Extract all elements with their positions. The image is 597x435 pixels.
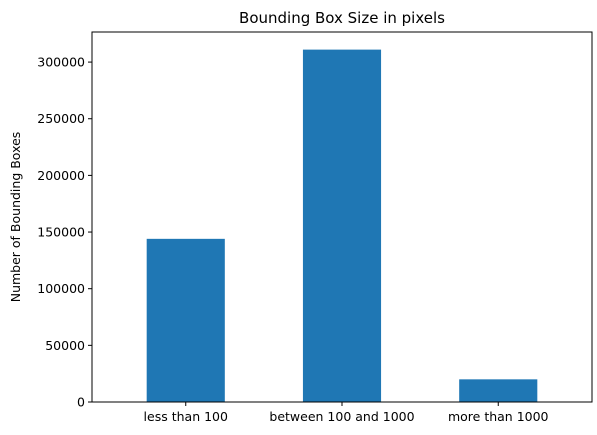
y-tick-label: 50000 bbox=[45, 338, 85, 353]
chart-title: Bounding Box Size in pixels bbox=[239, 9, 445, 27]
bar-0 bbox=[146, 238, 225, 402]
y-tick-label: 250000 bbox=[37, 111, 85, 126]
bar-1 bbox=[302, 49, 382, 402]
bar-2 bbox=[459, 379, 538, 402]
y-tick-label: 300000 bbox=[37, 55, 85, 70]
x-tick-label: between 100 and 1000 bbox=[269, 409, 414, 424]
x-axis-ticks: less than 100 between 100 and 1000 more th… bbox=[144, 402, 549, 424]
x-tick-label: more than 1000 bbox=[448, 409, 549, 424]
y-tick-label: 0 bbox=[77, 395, 85, 410]
plot-frame bbox=[91, 31, 593, 403]
x-tick-label: less than 100 bbox=[144, 409, 228, 424]
y-tick-label: 100000 bbox=[37, 281, 85, 296]
y-tick-label: 200000 bbox=[37, 168, 85, 183]
bars-layer bbox=[146, 49, 538, 402]
y-axis-label: Number of Bounding Boxes bbox=[8, 132, 23, 303]
y-tick-label: 150000 bbox=[37, 225, 85, 240]
y-axis-ticks: 0 50000 100000 150000 200000 250000 300000 bbox=[37, 55, 92, 410]
